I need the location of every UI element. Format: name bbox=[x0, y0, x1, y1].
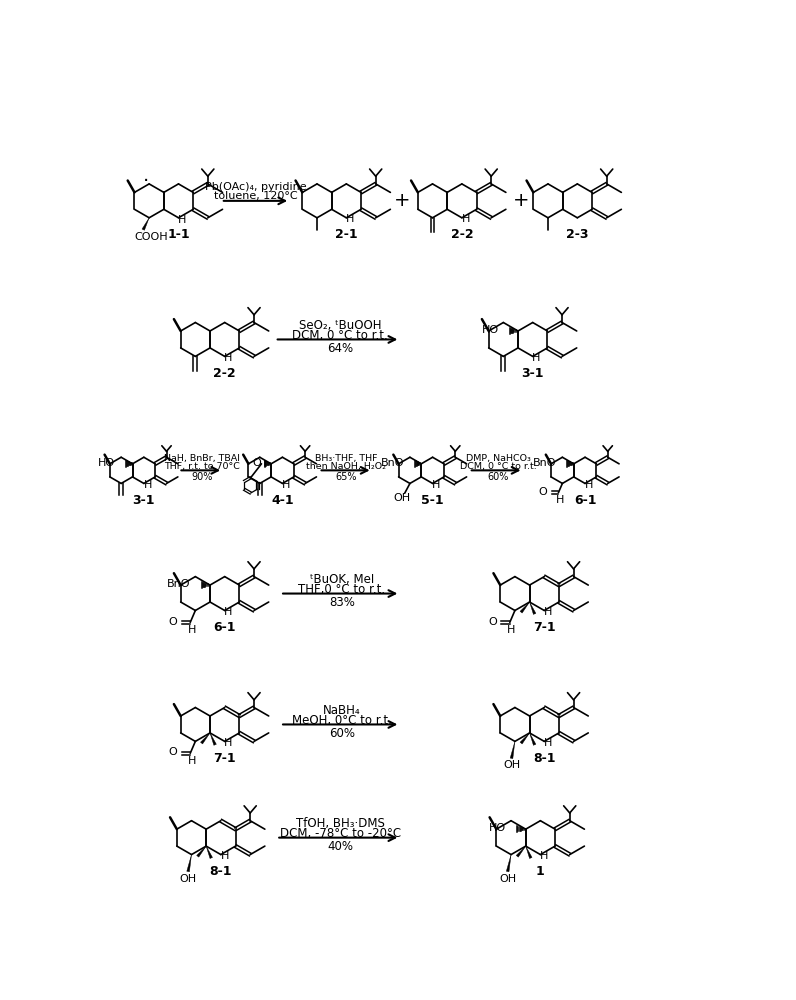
Text: THF, r.t. to 70°C: THF, r.t. to 70°C bbox=[164, 462, 240, 471]
Text: DCM, -78°C to -20°C: DCM, -78°C to -20°C bbox=[279, 827, 400, 840]
Text: O: O bbox=[169, 617, 178, 627]
Text: 2-1: 2-1 bbox=[335, 228, 357, 241]
Text: +: + bbox=[513, 191, 529, 210]
Text: BnO: BnO bbox=[167, 579, 191, 589]
Text: OH: OH bbox=[394, 493, 411, 503]
Text: HO: HO bbox=[490, 823, 506, 833]
Text: 8-1: 8-1 bbox=[533, 752, 556, 765]
Text: H: H bbox=[282, 480, 291, 490]
Text: 7-1: 7-1 bbox=[213, 752, 236, 765]
Text: 65%: 65% bbox=[336, 472, 357, 482]
Text: O: O bbox=[488, 617, 497, 627]
Text: H: H bbox=[143, 480, 152, 490]
Polygon shape bbox=[210, 733, 217, 745]
Polygon shape bbox=[201, 733, 210, 744]
Text: 7-1: 7-1 bbox=[533, 621, 556, 634]
Polygon shape bbox=[187, 855, 192, 872]
Text: NaBH₄: NaBH₄ bbox=[323, 704, 361, 717]
Polygon shape bbox=[142, 218, 149, 230]
Text: 2-3: 2-3 bbox=[566, 228, 588, 241]
Text: O: O bbox=[169, 747, 178, 757]
Text: ·: · bbox=[143, 172, 149, 191]
Polygon shape bbox=[197, 846, 206, 857]
Text: H: H bbox=[585, 480, 593, 490]
Text: +: + bbox=[393, 191, 410, 210]
Text: H: H bbox=[178, 215, 186, 225]
Text: 8-1: 8-1 bbox=[209, 865, 232, 878]
Text: H: H bbox=[540, 851, 548, 861]
Text: Pb(OAc)₄, pyridine: Pb(OAc)₄, pyridine bbox=[205, 182, 306, 192]
Text: DCM, 0 °C to r.t.: DCM, 0 °C to r.t. bbox=[459, 462, 537, 471]
Text: H: H bbox=[556, 495, 564, 505]
Text: SeO₂, ᵗBuOOH: SeO₂, ᵗBuOOH bbox=[299, 319, 381, 332]
Text: H: H bbox=[188, 756, 196, 766]
Text: 60%: 60% bbox=[487, 472, 509, 482]
Text: BH₃·THF, THF: BH₃·THF, THF bbox=[315, 454, 377, 463]
Text: H: H bbox=[507, 625, 516, 635]
Polygon shape bbox=[529, 733, 536, 745]
Polygon shape bbox=[520, 602, 529, 613]
Text: O: O bbox=[539, 487, 548, 497]
Text: H: H bbox=[462, 214, 470, 224]
Text: 90%: 90% bbox=[191, 472, 213, 482]
Text: 83%: 83% bbox=[329, 596, 355, 609]
Polygon shape bbox=[206, 846, 213, 858]
Text: H: H bbox=[432, 480, 441, 490]
Text: THF,0 °C to r.t.: THF,0 °C to r.t. bbox=[298, 583, 385, 596]
Polygon shape bbox=[517, 846, 525, 857]
Text: O: O bbox=[252, 458, 261, 468]
Text: TfOH, BH₃·DMS: TfOH, BH₃·DMS bbox=[296, 817, 384, 830]
Polygon shape bbox=[529, 602, 536, 614]
Text: H: H bbox=[544, 607, 552, 617]
Text: 2-2: 2-2 bbox=[213, 367, 236, 380]
Polygon shape bbox=[510, 741, 515, 759]
Text: COOH: COOH bbox=[134, 232, 167, 242]
Text: NaH, BnBr, TBAI: NaH, BnBr, TBAI bbox=[164, 454, 240, 463]
Text: HO: HO bbox=[482, 325, 499, 335]
Text: 6-1: 6-1 bbox=[574, 494, 596, 507]
Text: H: H bbox=[224, 353, 232, 363]
Text: toluene, 120°C: toluene, 120°C bbox=[213, 191, 297, 201]
Text: OH: OH bbox=[180, 874, 197, 884]
Text: H: H bbox=[533, 353, 540, 363]
Text: DCM, 0 °C to r.t.: DCM, 0 °C to r.t. bbox=[292, 329, 388, 342]
Text: 64%: 64% bbox=[327, 342, 353, 355]
Text: 4-1: 4-1 bbox=[271, 494, 294, 507]
Text: 1: 1 bbox=[536, 865, 544, 878]
Text: BnO: BnO bbox=[533, 458, 556, 468]
Text: 3-1: 3-1 bbox=[133, 494, 155, 507]
Text: MeOH, 0°C to r.t.: MeOH, 0°C to r.t. bbox=[292, 714, 392, 727]
Text: OH: OH bbox=[499, 874, 517, 884]
Text: H: H bbox=[220, 851, 229, 861]
Text: H: H bbox=[224, 738, 232, 748]
Text: H: H bbox=[544, 738, 552, 748]
Text: BnO: BnO bbox=[380, 458, 404, 468]
Text: 60%: 60% bbox=[329, 727, 355, 740]
Polygon shape bbox=[525, 846, 532, 858]
Polygon shape bbox=[520, 733, 529, 744]
Text: H: H bbox=[188, 625, 196, 635]
Text: ᵗBuOK, MeI: ᵗBuOK, MeI bbox=[310, 573, 374, 586]
Text: 1-1: 1-1 bbox=[167, 228, 189, 241]
Text: 3-1: 3-1 bbox=[521, 367, 544, 380]
Text: H: H bbox=[224, 607, 232, 617]
Text: 5-1: 5-1 bbox=[421, 494, 444, 507]
Text: 2-2: 2-2 bbox=[451, 228, 473, 241]
Text: then NaOH, H₂O₂: then NaOH, H₂O₂ bbox=[306, 462, 386, 471]
Polygon shape bbox=[506, 855, 511, 872]
Text: H: H bbox=[346, 214, 354, 224]
Text: 40%: 40% bbox=[327, 840, 353, 853]
Text: HO: HO bbox=[98, 458, 115, 468]
Text: DMP, NaHCO₃: DMP, NaHCO₃ bbox=[466, 454, 530, 463]
Text: OH: OH bbox=[503, 760, 520, 770]
Text: 6-1: 6-1 bbox=[213, 621, 236, 634]
